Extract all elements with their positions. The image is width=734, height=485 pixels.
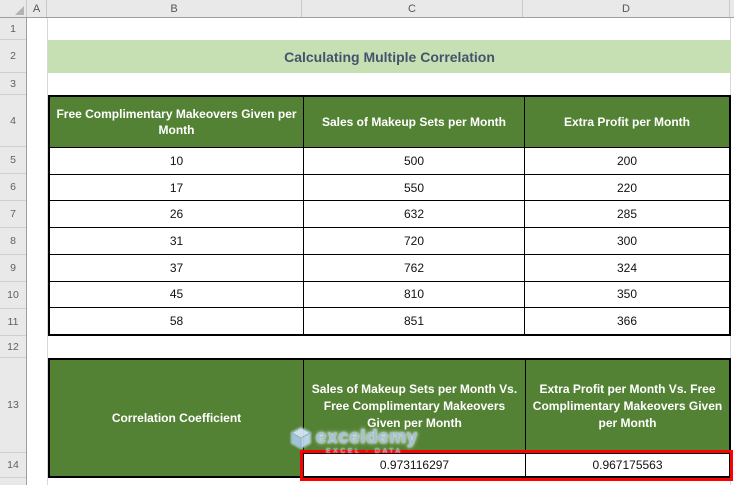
cell-b10[interactable]: 45 bbox=[169, 287, 184, 302]
table-row: 26 632 285 bbox=[50, 200, 729, 228]
column-header-d[interactable]: D bbox=[523, 0, 730, 17]
select-all-corner[interactable] bbox=[0, 0, 27, 17]
cell-c10[interactable]: 810 bbox=[303, 281, 524, 308]
select-all-triangle-icon bbox=[15, 6, 24, 15]
header-cell-profit-vs-makeovers[interactable]: Extra Profit per Month Vs. Free Complime… bbox=[525, 360, 729, 453]
data-table: Free Complimentary Makeovers Given per M… bbox=[48, 95, 731, 336]
cell-d10[interactable]: 350 bbox=[524, 281, 729, 308]
row-header-3[interactable]: 3 bbox=[0, 73, 26, 95]
row-header-13[interactable]: 13 bbox=[0, 358, 26, 453]
column-header-a[interactable]: A bbox=[27, 0, 47, 17]
correlation-table: Correlation Coefficient Sales of Makeup … bbox=[48, 358, 731, 478]
table-row: 31 720 300 bbox=[50, 227, 729, 254]
row-header-4[interactable]: 4 bbox=[0, 95, 26, 147]
row-header-8[interactable]: 8 bbox=[0, 228, 26, 255]
cell-b7[interactable]: 26 bbox=[169, 207, 184, 222]
row-header-14[interactable]: 14 bbox=[0, 453, 26, 478]
gridline bbox=[47, 18, 48, 485]
row-header-2[interactable]: 2 bbox=[0, 40, 26, 73]
column-header-row: A B C D bbox=[0, 0, 734, 18]
cell-c5[interactable]: 500 bbox=[303, 148, 524, 174]
header-cell-profit[interactable]: Extra Profit per Month bbox=[524, 97, 729, 147]
cell-d8[interactable]: 300 bbox=[524, 228, 729, 254]
table-row: 37 762 324 bbox=[50, 253, 729, 281]
row-header-11[interactable]: 11 bbox=[0, 309, 26, 336]
row-header-7[interactable]: 7 bbox=[0, 201, 26, 228]
row-header-5[interactable]: 5 bbox=[0, 147, 26, 174]
header-cell-makeovers[interactable]: Free Complimentary Makeovers Given per M… bbox=[56, 106, 297, 137]
column-header-overflow bbox=[730, 0, 734, 17]
cell-d9[interactable]: 324 bbox=[524, 254, 729, 281]
cell-b8[interactable]: 31 bbox=[169, 234, 184, 249]
cell-b11[interactable]: 58 bbox=[169, 314, 184, 329]
header-cell-sales[interactable]: Sales of Makeup Sets per Month bbox=[303, 97, 524, 147]
correlation-table-right: Sales of Makeup Sets per Month Vs. Free … bbox=[303, 360, 729, 476]
correlation-header-row: Sales of Makeup Sets per Month Vs. Free … bbox=[304, 360, 729, 453]
column-header-c[interactable]: C bbox=[302, 0, 523, 17]
cell-d14-correlation-value[interactable]: 0.967175563 bbox=[525, 454, 729, 476]
header-cell-sales-vs-makeovers[interactable]: Sales of Makeup Sets per Month Vs. Free … bbox=[311, 382, 518, 430]
cell-c14-correlation-value[interactable]: 0.973116297 bbox=[379, 458, 450, 472]
cell-c6[interactable]: 550 bbox=[303, 174, 524, 201]
table-row: 10 500 200 bbox=[50, 147, 729, 174]
cell-d7[interactable]: 285 bbox=[524, 201, 729, 228]
cell-c7[interactable]: 632 bbox=[303, 201, 524, 228]
cell-correlation-coefficient[interactable]: Correlation Coefficient bbox=[50, 360, 303, 476]
row-header-12[interactable]: 12 bbox=[0, 336, 26, 358]
row-header-column: 1 2 3 4 5 6 7 8 9 10 11 12 13 14 bbox=[0, 18, 27, 485]
cell-b5[interactable]: 10 bbox=[169, 153, 184, 168]
page-title: Calculating Multiple Correlation bbox=[284, 48, 495, 65]
cell-c11[interactable]: 851 bbox=[303, 308, 524, 335]
correlation-values-row: 0.973116297 0.967175563 bbox=[304, 453, 729, 476]
title-banner-cell[interactable]: Calculating Multiple Correlation bbox=[48, 40, 731, 73]
cell-d11[interactable]: 366 bbox=[524, 308, 729, 335]
cell-c9[interactable]: 762 bbox=[303, 254, 524, 281]
cell-b9[interactable]: 37 bbox=[169, 260, 184, 275]
table-row: 58 851 366 bbox=[50, 307, 729, 335]
table-header-row: Free Complimentary Makeovers Given per M… bbox=[50, 97, 729, 147]
cell-d5[interactable]: 200 bbox=[524, 148, 729, 174]
row-header-9[interactable]: 9 bbox=[0, 255, 26, 282]
row-header-10[interactable]: 10 bbox=[0, 282, 26, 309]
table-row: 45 810 350 bbox=[50, 280, 729, 308]
cell-d6[interactable]: 220 bbox=[524, 174, 729, 201]
table-row: 17 550 220 bbox=[50, 173, 729, 201]
cell-b6[interactable]: 17 bbox=[169, 180, 184, 195]
row-header-1[interactable]: 1 bbox=[0, 18, 26, 40]
cell-c8[interactable]: 720 bbox=[303, 228, 524, 254]
column-header-b[interactable]: B bbox=[47, 0, 302, 17]
row-header-6[interactable]: 6 bbox=[0, 174, 26, 201]
